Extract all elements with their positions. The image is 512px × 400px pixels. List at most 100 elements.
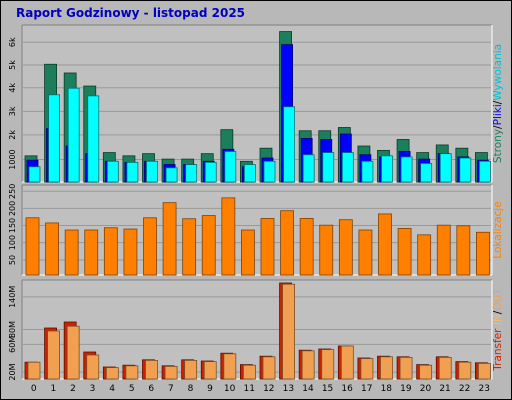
bar-out xyxy=(380,356,393,380)
bar-wywolania xyxy=(479,160,491,183)
bar-lokalizacje xyxy=(103,227,118,276)
x-tick-label: 12 xyxy=(263,384,274,394)
y-tick-label: 20M xyxy=(8,363,17,380)
bar-wywolania xyxy=(420,163,433,183)
bar-wywolania xyxy=(341,152,354,183)
x-tick-label: 22 xyxy=(459,384,470,394)
x-tick-label: 20 xyxy=(420,384,432,394)
y-tick-label: 4k xyxy=(8,83,17,93)
bar-wywolania xyxy=(204,161,217,183)
legend-item: Pliki xyxy=(492,104,504,125)
bar-lokalizacje xyxy=(476,231,490,276)
bar-lokalizacje xyxy=(241,229,255,276)
x-tick-label: 11 xyxy=(243,384,254,394)
bar-lokalizacje xyxy=(162,202,177,276)
legend-item: Wywolania xyxy=(492,44,504,101)
bar-out xyxy=(184,359,198,380)
bar-out xyxy=(340,345,354,380)
y-tick-label: 2k xyxy=(8,130,17,140)
x-tick-label: 2 xyxy=(70,384,76,394)
bar-wywolania xyxy=(106,160,119,183)
bar-lokalizacje xyxy=(143,217,157,276)
bar-wywolania xyxy=(48,94,60,183)
y-tick-label: 6k xyxy=(8,37,17,47)
bar-lokalizacje xyxy=(456,225,471,276)
bar-wywolania xyxy=(400,156,413,183)
bar-wywolania xyxy=(244,164,256,183)
bar-out xyxy=(145,359,158,380)
x-tick-label: 21 xyxy=(439,384,450,394)
x-tick-label: 14 xyxy=(302,384,314,394)
bar-out xyxy=(223,353,237,380)
bar-wywolania xyxy=(361,160,374,183)
bar-lokalizacje xyxy=(201,215,216,276)
bar-wywolania xyxy=(381,155,393,183)
bar-out xyxy=(47,330,60,380)
x-tick-label: 7 xyxy=(168,384,174,394)
bar-wywolania xyxy=(146,160,158,183)
bar-out xyxy=(243,364,256,380)
bar-lokalizacje xyxy=(299,218,314,276)
bar-out xyxy=(301,350,315,380)
bar-out xyxy=(321,349,335,380)
legend-lokalizacje: Lokalizacje xyxy=(492,201,504,258)
legend-item: / xyxy=(492,100,504,104)
bar-wywolania xyxy=(165,167,178,183)
bar-lokalizacje xyxy=(221,197,236,276)
y-tick-label: 140M xyxy=(8,286,17,308)
bar-out xyxy=(164,365,178,380)
bar-out xyxy=(86,354,100,380)
bar-lokalizacje xyxy=(436,224,451,276)
bar-wywolania xyxy=(459,157,472,183)
bar-wywolania xyxy=(263,160,276,183)
bar-out xyxy=(262,356,276,380)
legend-item: Lokalizacje xyxy=(492,201,504,258)
bar-lokalizacje xyxy=(260,218,275,276)
bar-wywolania xyxy=(439,153,452,183)
bar-lokalizacje xyxy=(45,222,59,276)
y-tick-label: 100 xyxy=(8,235,17,250)
x-tick-label: 19 xyxy=(400,384,412,394)
bar-out xyxy=(399,356,413,380)
bar-wywolania xyxy=(185,164,198,183)
bar-out xyxy=(125,365,139,380)
bar-out xyxy=(27,361,41,380)
x-tick-label: 18 xyxy=(381,384,393,394)
bar-lokalizacje xyxy=(64,229,79,276)
bar-wywolania xyxy=(224,151,237,183)
legend-item: / xyxy=(492,310,504,314)
legend-hits: Strony/Pliki/Wywolania xyxy=(492,44,504,163)
x-tick-label: 5 xyxy=(129,384,135,394)
bar-out xyxy=(438,356,452,380)
bar-lokalizacje xyxy=(280,210,294,276)
bar-wywolania xyxy=(283,106,295,183)
x-tick-label: 16 xyxy=(341,384,353,394)
bar-out xyxy=(419,364,433,380)
legend-item: IN xyxy=(492,314,504,325)
x-tick-label: 15 xyxy=(322,384,333,394)
bar-out xyxy=(478,362,491,380)
y-tick-label: 80M xyxy=(8,321,17,338)
x-tick-label: 4 xyxy=(109,384,115,394)
legend-item: OUT xyxy=(492,288,504,311)
x-tick-label: 8 xyxy=(188,384,194,394)
panel-hits xyxy=(22,25,492,182)
x-tick-label: 6 xyxy=(148,384,154,394)
x-tick-label: 13 xyxy=(283,384,294,394)
x-tick-label: 9 xyxy=(207,384,213,394)
bar-lokalizacje xyxy=(338,219,353,276)
bar-out xyxy=(105,367,119,380)
bar-lokalizacje xyxy=(378,213,392,276)
bar-lokalizacje xyxy=(84,229,99,276)
y-tick-label: 1000 xyxy=(8,149,17,169)
bar-out xyxy=(282,283,295,380)
x-tick-label: 1 xyxy=(51,384,57,394)
bar-out xyxy=(458,361,472,380)
y-tick-label: 200 xyxy=(8,201,17,216)
x-tick-label: 0 xyxy=(31,384,37,394)
bar-lokalizacje xyxy=(397,227,412,276)
bar-lokalizacje xyxy=(123,228,138,276)
report-title: Raport Godzinowy - listopad 2025 xyxy=(16,6,245,20)
bar-out xyxy=(360,358,374,380)
